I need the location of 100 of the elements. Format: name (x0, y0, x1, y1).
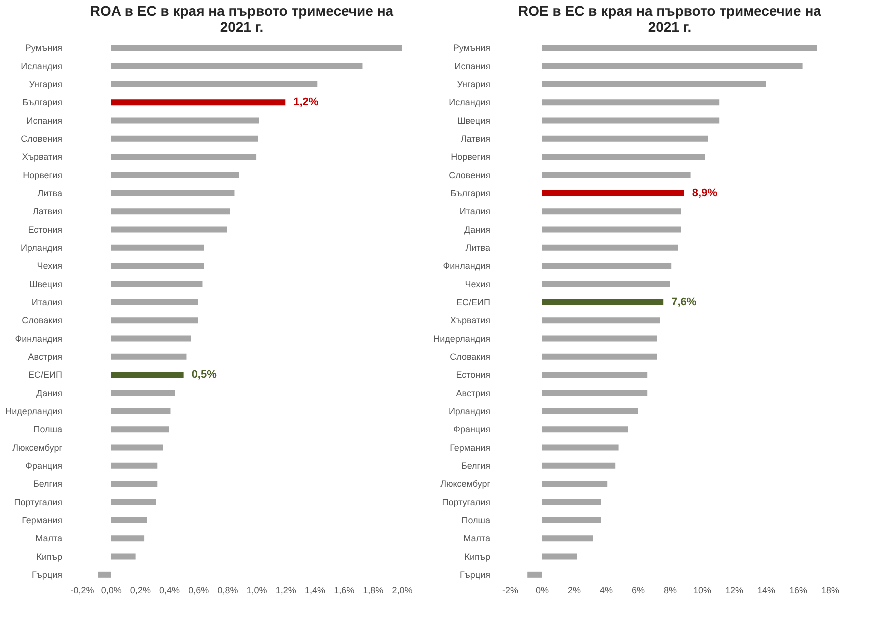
y-tick-label: Исландия (21, 61, 63, 72)
y-tick-label: Швеция (458, 116, 491, 126)
bar (111, 517, 148, 524)
y-tick-label: Люксембург (440, 479, 492, 490)
y-tick-label: Словения (449, 170, 491, 180)
bar (542, 517, 602, 524)
y-tick-label: Чехия (465, 279, 491, 290)
x-tick-label: 12% (725, 586, 744, 596)
y-tick-label: Словакия (22, 316, 63, 326)
bar (111, 444, 164, 451)
bar (542, 154, 706, 160)
y-tick-label: Литва (466, 242, 490, 253)
y-tick-label: Дания (464, 224, 491, 235)
y-tick-label: Малта (36, 534, 62, 544)
x-tick-label: 2,0% (392, 586, 413, 596)
y-tick-label: Нидерландия (6, 406, 63, 416)
y-tick-label: ЕС/ЕИП (28, 370, 62, 380)
y-tick-label: Ирландия (20, 242, 63, 253)
data-label: 0,5% (192, 369, 218, 382)
y-tick-label: Унгария (457, 79, 491, 90)
y-tick-label: Исландия (449, 98, 491, 108)
bar (111, 154, 257, 160)
data-label: 7,6% (672, 296, 697, 308)
bar (111, 481, 158, 488)
x-tick-label: 0,4% (160, 586, 180, 596)
bar (542, 63, 803, 70)
bar (111, 63, 363, 70)
x-tick-label: 0,2% (130, 586, 151, 596)
x-tick-label: 14% (757, 586, 776, 596)
y-tick-label: Белгия (461, 460, 491, 471)
bar (542, 208, 682, 215)
y-tick-label: Белгия (33, 479, 63, 490)
y-tick-label: Естония (456, 370, 491, 380)
y-tick-label: Португалия (442, 497, 491, 508)
bar (542, 118, 720, 124)
y-tick-label: Хърватия (450, 316, 491, 326)
bar (542, 45, 818, 52)
y-tick-label: Словакия (450, 352, 491, 362)
x-tick-label: 16% (789, 586, 808, 596)
y-tick-label: Чехия (37, 261, 63, 272)
bar (111, 136, 258, 142)
bar (542, 499, 602, 506)
bar (111, 172, 240, 178)
bar (542, 136, 708, 142)
bar (111, 81, 318, 88)
bar (528, 572, 542, 578)
y-tick-label: България (22, 98, 63, 108)
bar (542, 100, 720, 106)
y-tick-label: Швеция (30, 279, 63, 290)
y-tick-label: Финландия (15, 334, 63, 344)
bar (542, 281, 670, 288)
bar (542, 244, 678, 251)
y-tick-label: Латвия (460, 134, 491, 144)
bar (542, 190, 684, 196)
bar (111, 426, 170, 433)
bar (542, 536, 594, 542)
bar (111, 372, 184, 378)
y-tick-label: Италия (32, 297, 63, 308)
x-tick-label: 1,8% (363, 586, 384, 596)
x-tick-label: 0,0% (101, 586, 122, 596)
bar (542, 462, 616, 469)
bar (542, 390, 648, 396)
y-tick-label: Дания (36, 388, 63, 398)
y-tick-label: Финландия (443, 261, 491, 272)
y-tick-label: Ирландия (448, 406, 491, 416)
bar (111, 190, 235, 196)
y-tick-label: Унгария (29, 79, 63, 90)
bar (111, 499, 156, 506)
bar (542, 172, 691, 178)
x-tick-label: -0,2% (70, 586, 94, 596)
x-tick-label: 0,6% (188, 586, 210, 596)
y-tick-label: Гърция (460, 570, 491, 580)
bar (111, 281, 203, 288)
bar (111, 408, 171, 414)
x-tick-label: 10% (693, 586, 712, 596)
y-tick-label: Испания (26, 116, 63, 126)
y-tick-label: Норвегия (23, 170, 63, 180)
y-tick-label: Кипър (464, 552, 490, 562)
y-tick-label: Хърватия (22, 152, 63, 162)
y-tick-label: Нидерландия (434, 334, 491, 344)
bar (111, 536, 145, 542)
x-tick-label: 0% (536, 586, 550, 596)
y-tick-label: Португалия (14, 497, 63, 508)
y-tick-label: Латвия (32, 206, 63, 217)
y-tick-label: Германия (450, 442, 491, 453)
y-tick-label: Малта (464, 534, 490, 544)
bar (111, 299, 198, 306)
y-tick-label: Франция (26, 460, 63, 471)
bar (542, 226, 682, 233)
bar (111, 100, 286, 106)
x-tick-label: 0,8% (218, 586, 238, 596)
x-tick-label: -2% (502, 586, 519, 596)
bar (111, 208, 230, 215)
y-tick-label: Румъния (453, 43, 491, 54)
y-tick-label: Гърция (32, 570, 63, 580)
bar (542, 81, 766, 88)
chart-title: ROE в ЕС в края на първото тримесечие на 2021 г. (518, 3, 822, 35)
y-tick-label: Австрия (28, 352, 63, 362)
y-tick-label: Литва (38, 188, 62, 198)
bar (542, 408, 638, 414)
